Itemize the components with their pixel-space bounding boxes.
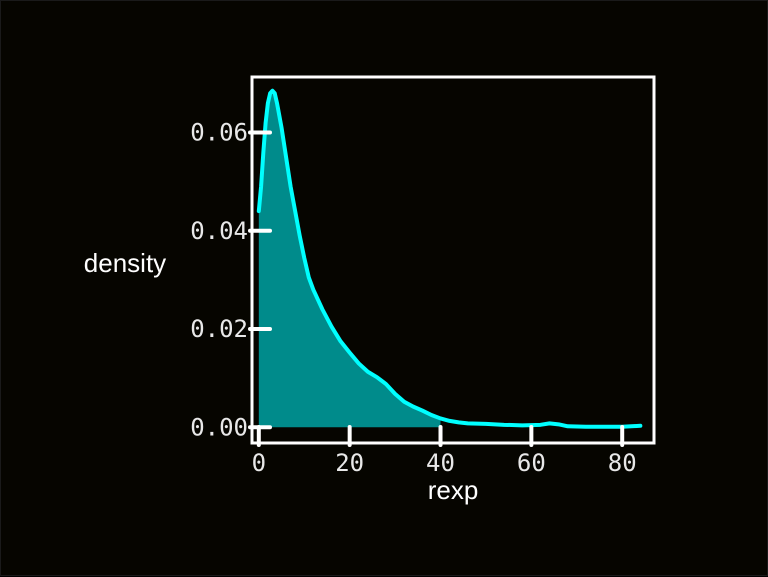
x-tick-label: 80 (608, 449, 637, 477)
x-tick-label: 0 (252, 449, 266, 477)
panel-frame (250, 75, 656, 445)
x-tick-label: 20 (335, 449, 364, 477)
x-axis-title: rexp (428, 475, 479, 505)
y-tick-label: 0.02 (190, 315, 248, 343)
x-tick-label: 60 (517, 449, 546, 477)
density-line (256, 88, 643, 429)
area-layer (258, 90, 441, 428)
y-tick-label: 0.04 (190, 217, 248, 245)
line-layer (256, 88, 643, 429)
x-tick-label: 40 (426, 449, 455, 477)
y-tick-label: 0.06 (190, 119, 248, 147)
y-axis-title: density (84, 248, 166, 278)
y-tick-label: 0.00 (190, 413, 248, 441)
density-area (258, 90, 441, 428)
y-axis: 0.00 0.02 0.04 0.06 (190, 119, 272, 441)
x-axis: 0 20 40 60 80 (252, 425, 637, 477)
